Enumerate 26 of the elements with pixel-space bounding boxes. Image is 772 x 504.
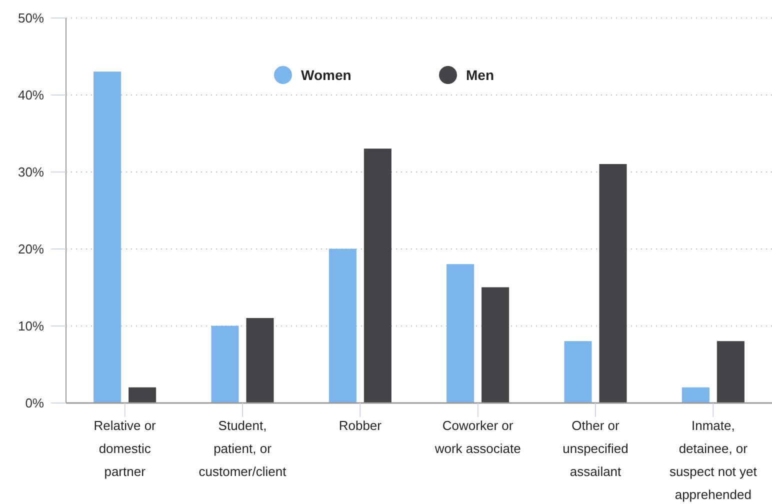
bar	[599, 164, 627, 404]
x-tick-label: Robber	[338, 418, 382, 433]
bar	[682, 387, 710, 404]
bar	[328, 248, 356, 404]
bar	[211, 326, 239, 404]
bar	[364, 148, 392, 404]
bar	[246, 318, 274, 404]
legend-label: Women	[301, 66, 352, 83]
y-tick-label: 10%	[18, 318, 44, 334]
y-tick-label: 30%	[18, 164, 44, 180]
bar	[482, 287, 510, 404]
x-tick-label: Other or unspecified assailant	[562, 418, 628, 479]
bar	[716, 341, 744, 404]
y-tick-label: 0%	[25, 396, 44, 411]
legend-label: Men	[466, 66, 494, 83]
bar	[94, 72, 122, 404]
x-tick-label: Coworker or work associate	[434, 418, 521, 456]
x-tick-label: Relative or domestic partner	[94, 418, 157, 479]
x-tick-label: Inmate, detainee, or suspect not yet apprehended	[669, 418, 758, 502]
y-tick-label: 20%	[18, 242, 44, 257]
bar	[128, 387, 156, 404]
bar	[446, 264, 474, 404]
y-tick-label: 50%	[18, 10, 44, 26]
x-tick-label: Student, patient, or customer/client	[198, 418, 287, 479]
bar	[564, 341, 592, 404]
y-tick-label: 40%	[18, 88, 44, 103]
